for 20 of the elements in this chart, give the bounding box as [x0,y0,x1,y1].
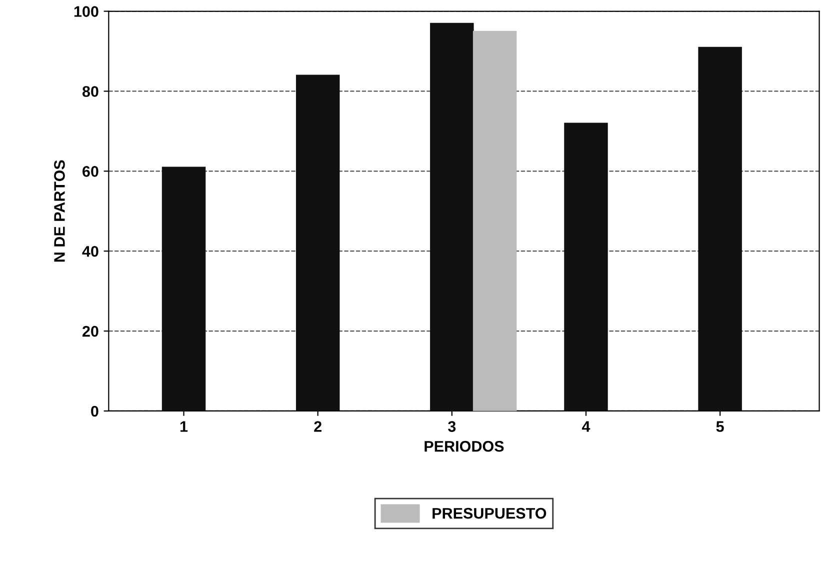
bar [162,166,206,411]
x-tick-label: 1 [180,421,188,432]
legend-label: PRESUPUESTO [432,508,546,519]
bar [296,74,340,411]
y-tick-label: 40 [82,246,98,257]
y-tick-label: 60 [82,166,98,177]
bar [564,122,608,411]
bar [472,30,517,411]
y-tick-label: 100 [74,6,98,17]
bar [430,22,474,411]
x-axis-title: PERIODOS [424,440,504,452]
y-tick-label: 0 [91,406,98,417]
y-axis-title: N DE PARTOS [54,160,65,262]
bar [698,46,742,411]
y-tick-label: 80 [82,86,98,97]
x-tick-label: 5 [716,421,724,432]
x-tick-label: 3 [448,421,456,432]
x-tick-label: 2 [314,421,322,432]
y-tick-label: 20 [82,326,98,337]
x-tick-label: 4 [582,421,590,432]
